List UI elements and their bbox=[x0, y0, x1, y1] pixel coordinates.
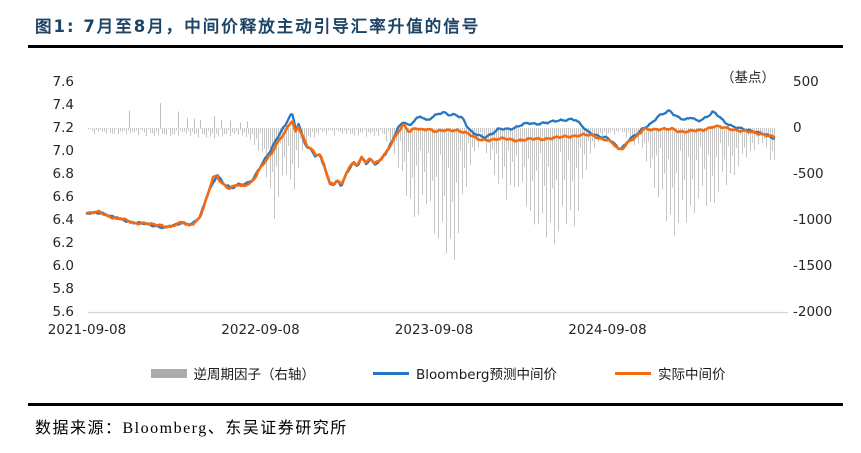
source-note: 数据来源：Bloomberg、东吴证券研究所 bbox=[35, 420, 348, 437]
gray-bar-swatch-icon bbox=[150, 368, 187, 378]
chart-legend: 逆周期因子（右轴） Bloomberg预测中间价 实际中间价 bbox=[88, 363, 788, 383]
x-axis-tick-label: 2022-09-08 bbox=[221, 322, 300, 338]
y-axis-tick-label: 7.4 bbox=[52, 97, 74, 113]
y-axis-tick-label: -2000 bbox=[793, 304, 833, 320]
y-axis-tick-label: 500 bbox=[793, 74, 819, 90]
x-axis-tick-label: 2023-09-08 bbox=[394, 322, 474, 338]
legend-label: Bloomberg预测中间价 bbox=[416, 367, 557, 383]
y-axis-tick-label: -1000 bbox=[793, 212, 833, 228]
y-axis-tick-label: -1500 bbox=[793, 258, 833, 274]
y-axis-tick-label: -500 bbox=[793, 166, 824, 182]
y-axis-tick-label: 6.6 bbox=[52, 189, 74, 205]
y-axis-tick-label: 7.2 bbox=[52, 120, 74, 136]
y-axis-tick-label: 5.8 bbox=[52, 281, 74, 297]
y-axis-tick-label: 0 bbox=[793, 120, 802, 136]
x-axis-tick-label: 2024-09-08 bbox=[568, 322, 647, 338]
blue-line-swatch-icon bbox=[373, 371, 410, 375]
y-axis-tick-label: 7.0 bbox=[52, 143, 74, 159]
y-axis-tick-label: 6.2 bbox=[52, 235, 74, 251]
y-axis-tick-label: 6.0 bbox=[52, 258, 74, 274]
x-axis-tick-label: 2021-09-08 bbox=[47, 322, 127, 338]
legend-label: 逆周期因子（右轴） bbox=[193, 367, 316, 383]
y-axis-tick-label: 7.6 bbox=[52, 74, 74, 90]
y-axis-tick-label: 6.4 bbox=[52, 212, 74, 228]
right-axis-unit-label: （基点） bbox=[721, 70, 775, 86]
legend-label: 实际中间价 bbox=[657, 367, 726, 383]
legend-item-actual-fixing: 实际中间价 bbox=[614, 363, 726, 383]
orange-line-swatch-icon bbox=[614, 371, 651, 375]
footer-divider bbox=[28, 403, 843, 406]
legend-item-bloomberg-forecast: Bloomberg预测中间价 bbox=[373, 363, 557, 383]
y-axis-tick-label: 5.6 bbox=[52, 304, 74, 320]
legend-item-countercyclical-factor: 逆周期因子（右轴） bbox=[150, 363, 316, 383]
y-axis-tick-label: 6.8 bbox=[52, 166, 74, 182]
